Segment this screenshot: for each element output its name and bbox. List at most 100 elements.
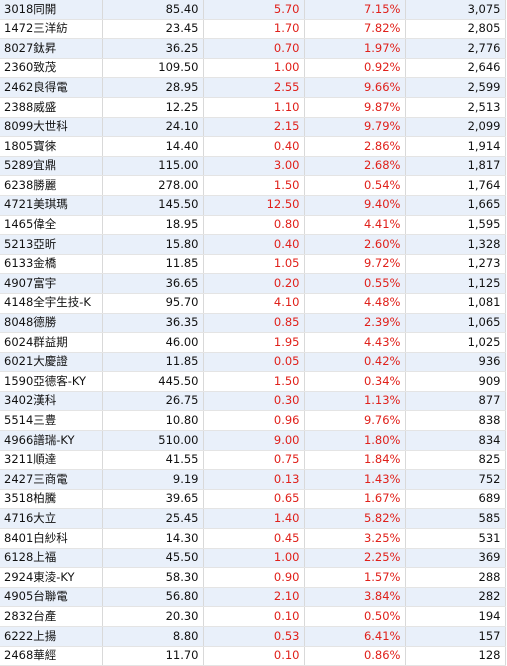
table-row[interactable]: 3402漢科 26.75 0.30 1.13% 877 xyxy=(0,391,506,412)
change-percent-cell: 2.60% xyxy=(304,234,406,255)
table-row[interactable]: 2462良得電 28.95 2.55 9.66% 2,599 xyxy=(0,77,506,98)
table-row[interactable]: 3211順達 41.55 0.75 1.84% 825 xyxy=(0,450,506,471)
change-percent-cell: 0.42% xyxy=(304,352,406,373)
table-row[interactable]: 1465偉全 18.95 0.80 4.41% 1,595 xyxy=(0,215,506,236)
stock-name-cell: 2832台產 xyxy=(0,606,103,627)
volume-cell: 288 xyxy=(405,567,506,588)
table-row[interactable]: 8401白紗科 14.30 0.45 3.25% 531 xyxy=(0,528,506,549)
table-row[interactable]: 2427三商電 9.19 0.13 1.43% 752 xyxy=(0,469,506,490)
table-row[interactable]: 6024群益期 46.00 1.95 4.43% 1,025 xyxy=(0,332,506,353)
stock-name-cell: 1590亞德客-KY xyxy=(0,371,103,392)
change-percent-cell: 9.66% xyxy=(304,77,406,98)
price-cell: 23.45 xyxy=(102,19,204,40)
table-row[interactable]: 2924東淩-KY 58.30 0.90 1.57% 288 xyxy=(0,567,506,588)
stock-name-cell: 4148全宇生技-K xyxy=(0,293,103,314)
stock-name-cell: 8099大世科 xyxy=(0,117,103,138)
change-percent-cell: 9.40% xyxy=(304,195,406,216)
change-percent-cell: 3.84% xyxy=(304,587,406,608)
stock-name-cell: 2462良得電 xyxy=(0,77,103,98)
price-cell: 36.65 xyxy=(102,273,204,294)
table-row[interactable]: 4966譜瑞-KY 510.00 9.00 1.80% 834 xyxy=(0,430,506,451)
change-percent-cell: 4.48% xyxy=(304,293,406,314)
volume-cell: 1,125 xyxy=(405,273,506,294)
table-row[interactable]: 6128上福 45.50 1.00 2.25% 369 xyxy=(0,548,506,569)
change-percent-cell: 0.55% xyxy=(304,273,406,294)
volume-cell: 531 xyxy=(405,528,506,549)
price-cell: 45.50 xyxy=(102,548,204,569)
table-row[interactable]: 6133金橋 11.85 1.05 9.72% 1,273 xyxy=(0,254,506,275)
table-row[interactable]: 3018同開 85.40 5.70 7.15% 3,075 xyxy=(0,0,506,20)
change-cell: 0.05 xyxy=(203,352,305,373)
volume-cell: 194 xyxy=(405,606,506,627)
table-row[interactable]: 2388威盛 12.25 1.10 9.87% 2,513 xyxy=(0,97,506,118)
price-cell: 445.50 xyxy=(102,371,204,392)
table-row[interactable]: 3518柏騰 39.65 0.65 1.67% 689 xyxy=(0,489,506,510)
change-cell: 4.10 xyxy=(203,293,305,314)
volume-cell: 157 xyxy=(405,626,506,647)
change-cell: 0.45 xyxy=(203,528,305,549)
price-cell: 145.50 xyxy=(102,195,204,216)
stock-name-cell: 8048德勝 xyxy=(0,313,103,334)
table-row[interactable]: 2468華經 11.70 0.10 0.86% 128 xyxy=(0,646,506,666)
table-row[interactable]: 2832台產 20.30 0.10 0.50% 194 xyxy=(0,606,506,627)
stock-name-cell: 6222上揚 xyxy=(0,626,103,647)
table-row[interactable]: 6238勝麗 278.00 1.50 0.54% 1,764 xyxy=(0,175,506,196)
change-cell: 9.00 xyxy=(203,430,305,451)
volume-cell: 752 xyxy=(405,469,506,490)
table-row[interactable]: 1805寶徠 14.40 0.40 2.86% 1,914 xyxy=(0,136,506,157)
change-cell: 0.90 xyxy=(203,567,305,588)
table-row[interactable]: 8048德勝 36.35 0.85 2.39% 1,065 xyxy=(0,313,506,334)
stock-name-cell: 1465偉全 xyxy=(0,215,103,236)
change-percent-cell: 4.43% xyxy=(304,332,406,353)
volume-cell: 1,817 xyxy=(405,156,506,177)
volume-cell: 1,273 xyxy=(405,254,506,275)
price-cell: 11.85 xyxy=(102,254,204,275)
table-row[interactable]: 4148全宇生技-K 95.70 4.10 4.48% 1,081 xyxy=(0,293,506,314)
price-cell: 41.55 xyxy=(102,450,204,471)
table-row[interactable]: 1590亞德客-KY 445.50 1.50 0.34% 909 xyxy=(0,371,506,392)
table-row[interactable]: 5289宜鼎 115.00 3.00 2.68% 1,817 xyxy=(0,156,506,177)
stock-name-cell: 1805寶徠 xyxy=(0,136,103,157)
volume-cell: 1,595 xyxy=(405,215,506,236)
change-percent-cell: 0.86% xyxy=(304,646,406,666)
change-percent-cell: 5.82% xyxy=(304,508,406,530)
price-cell: 25.45 xyxy=(102,508,204,530)
stock-name-cell: 6238勝麗 xyxy=(0,175,103,196)
change-percent-cell: 0.34% xyxy=(304,371,406,392)
stock-name-cell: 4721美琪瑪 xyxy=(0,195,103,216)
table-row[interactable]: 6021大慶證 11.85 0.05 0.42% 936 xyxy=(0,352,506,373)
change-cell: 2.15 xyxy=(203,117,305,138)
change-cell: 1.00 xyxy=(203,548,305,569)
table-row[interactable]: 2360致茂 109.50 1.00 0.92% 2,646 xyxy=(0,58,506,79)
price-cell: 278.00 xyxy=(102,175,204,196)
price-cell: 18.95 xyxy=(102,215,204,236)
table-row[interactable]: 4905台聯電 56.80 2.10 3.84% 282 xyxy=(0,587,506,608)
price-cell: 36.25 xyxy=(102,38,204,59)
table-row[interactable]: 5213亞昕 15.80 0.40 2.60% 1,328 xyxy=(0,234,506,255)
stock-name-cell: 6021大慶證 xyxy=(0,352,103,373)
change-cell: 0.80 xyxy=(203,215,305,236)
change-cell: 0.10 xyxy=(203,646,305,666)
volume-cell: 909 xyxy=(405,371,506,392)
price-cell: 28.95 xyxy=(102,77,204,98)
change-percent-cell: 9.79% xyxy=(304,117,406,138)
table-row[interactable]: 6222上揚 8.80 0.53 6.41% 157 xyxy=(0,626,506,647)
change-cell: 0.40 xyxy=(203,136,305,157)
change-percent-cell: 9.76% xyxy=(304,410,406,432)
table-row[interactable]: 4716大立 25.45 1.40 5.82% 585 xyxy=(0,508,506,530)
stock-name-cell: 2924東淩-KY xyxy=(0,567,103,588)
table-row[interactable]: 8027鈦昇 36.25 0.70 1.97% 2,776 xyxy=(0,38,506,59)
volume-cell: 1,065 xyxy=(405,313,506,334)
price-cell: 58.30 xyxy=(102,567,204,588)
table-row[interactable]: 5514三豊 10.80 0.96 9.76% 838 xyxy=(0,410,506,432)
table-row[interactable]: 4907富宇 36.65 0.20 0.55% 1,125 xyxy=(0,273,506,294)
table-row[interactable]: 8099大世科 24.10 2.15 9.79% 2,099 xyxy=(0,117,506,138)
stock-name-cell: 2388威盛 xyxy=(0,97,103,118)
change-cell: 1.70 xyxy=(203,19,305,40)
change-cell: 1.00 xyxy=(203,58,305,79)
table-row[interactable]: 4721美琪瑪 145.50 12.50 9.40% 1,665 xyxy=(0,195,506,216)
table-row[interactable]: 1472三洋紡 23.45 1.70 7.82% 2,805 xyxy=(0,19,506,40)
change-percent-cell: 2.86% xyxy=(304,136,406,157)
